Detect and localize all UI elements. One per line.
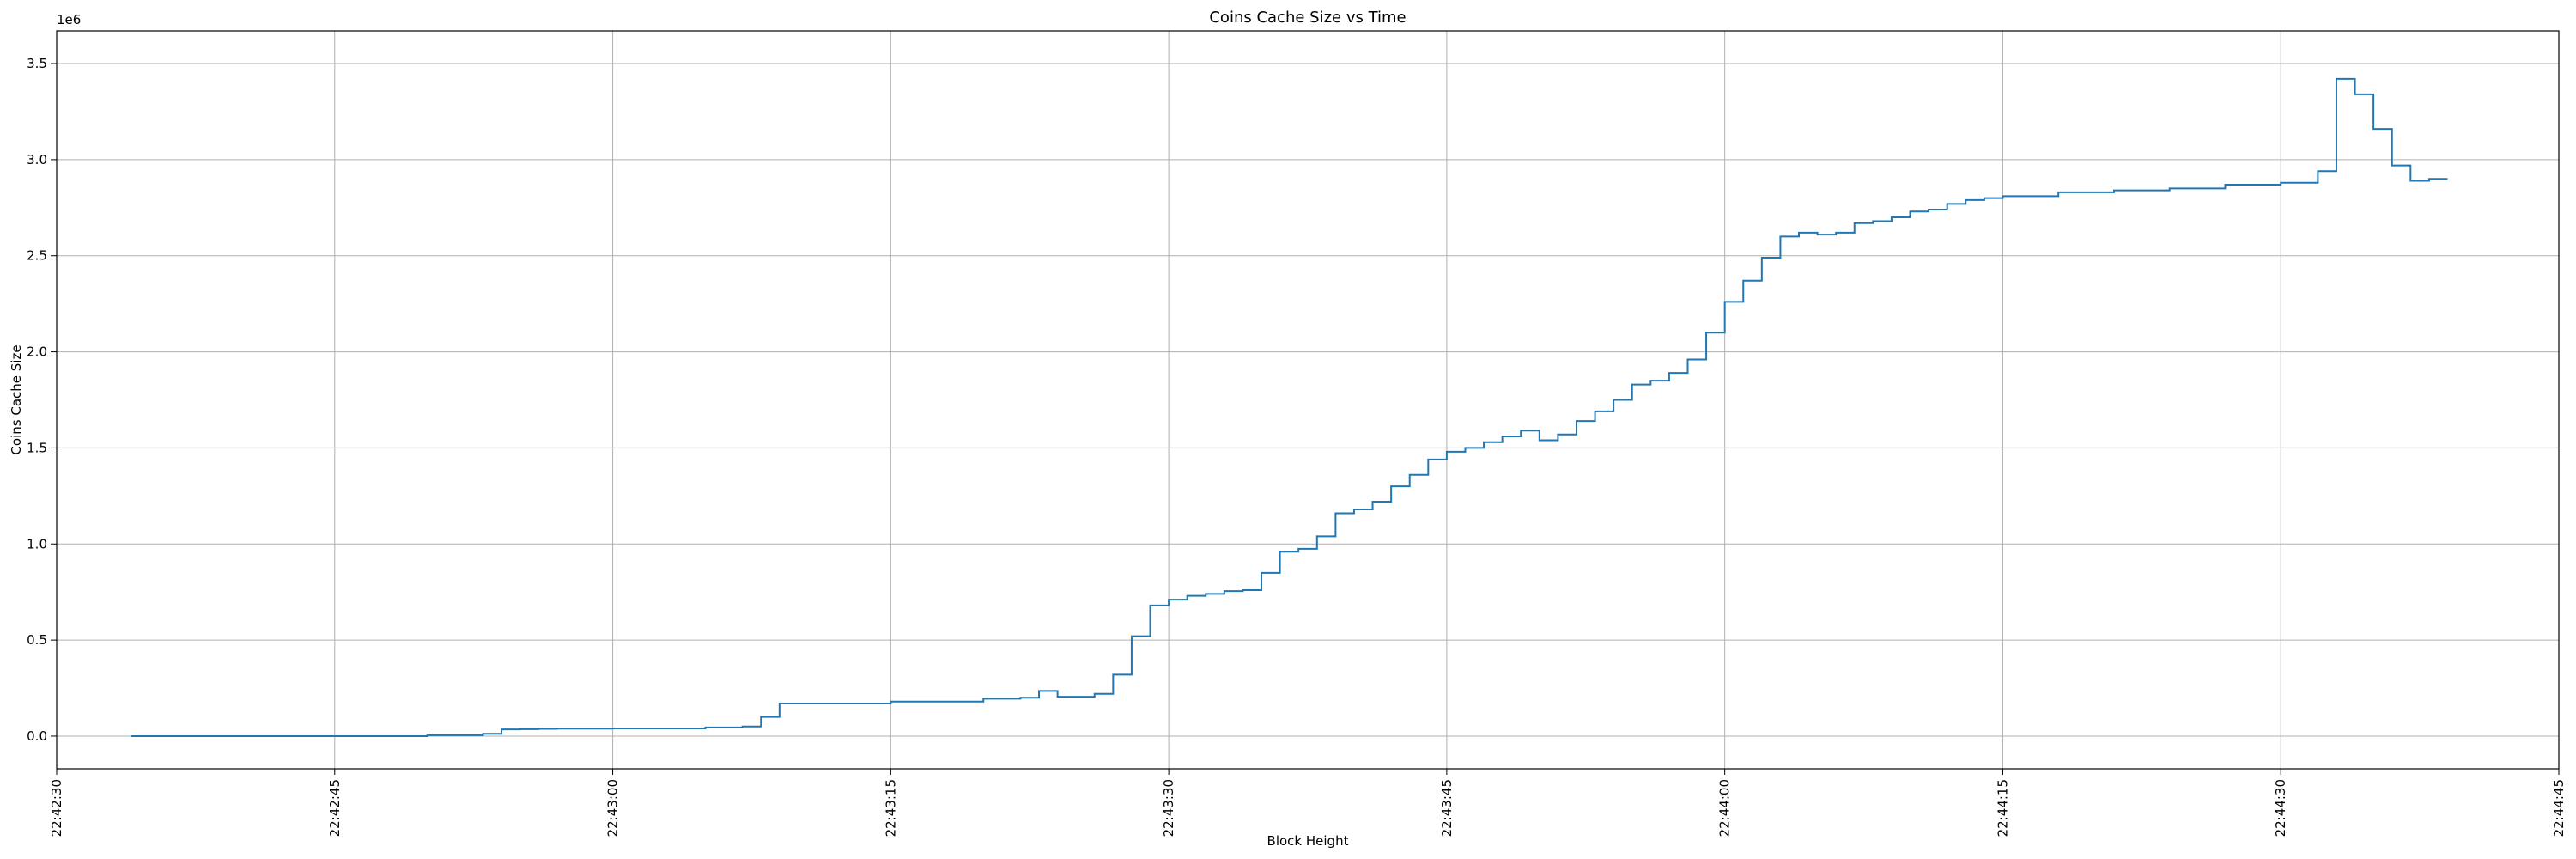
y-tick-label: 0.0 bbox=[27, 728, 47, 744]
x-tick-label: 22:44:00 bbox=[1717, 779, 1733, 837]
y-axis-title: Coins Cache Size bbox=[9, 344, 24, 454]
y-axis-ticks: 0.0 0.5 1.0 1.5 2.0 2.5 3.0 3.5 bbox=[27, 56, 57, 744]
x-tick-label: 22:42:30 bbox=[49, 779, 64, 837]
grid-lines bbox=[56, 31, 2560, 769]
plot-frame bbox=[56, 30, 2560, 770]
x-tick-label: 22:42:45 bbox=[327, 779, 343, 837]
x-tick-label: 22:43:45 bbox=[1439, 779, 1455, 837]
x-axis-title: Block Height bbox=[1267, 833, 1349, 849]
y-tick-label: 2.0 bbox=[27, 344, 47, 360]
x-axis-ticks: 22:42:30 22:42:45 22:43:00 22:43:15 22:43:30… bbox=[49, 769, 2567, 837]
y-tick-label: 1.5 bbox=[27, 440, 47, 455]
x-tick-label: 22:43:30 bbox=[1161, 779, 1176, 837]
x-tick-label: 22:44:15 bbox=[1995, 779, 2010, 837]
x-tick-label: 22:44:30 bbox=[2273, 779, 2288, 837]
y-tick-label: 2.5 bbox=[27, 248, 47, 264]
x-tick-label: 22:44:45 bbox=[2551, 779, 2567, 837]
y-tick-label: 0.5 bbox=[27, 632, 47, 648]
series-layer bbox=[131, 77, 2448, 737]
chart-title: Coins Cache Size vs Time bbox=[1209, 9, 1406, 27]
y-tick-label: 3.5 bbox=[27, 56, 47, 71]
y-tick-label: 1.0 bbox=[27, 536, 47, 551]
y-axis-offset-label: 1e6 bbox=[57, 12, 81, 27]
y-tick-label: 3.0 bbox=[27, 152, 47, 168]
series-line bbox=[131, 77, 2448, 737]
x-tick-label: 22:43:00 bbox=[605, 779, 621, 837]
x-tick-label: 22:43:15 bbox=[883, 779, 898, 837]
